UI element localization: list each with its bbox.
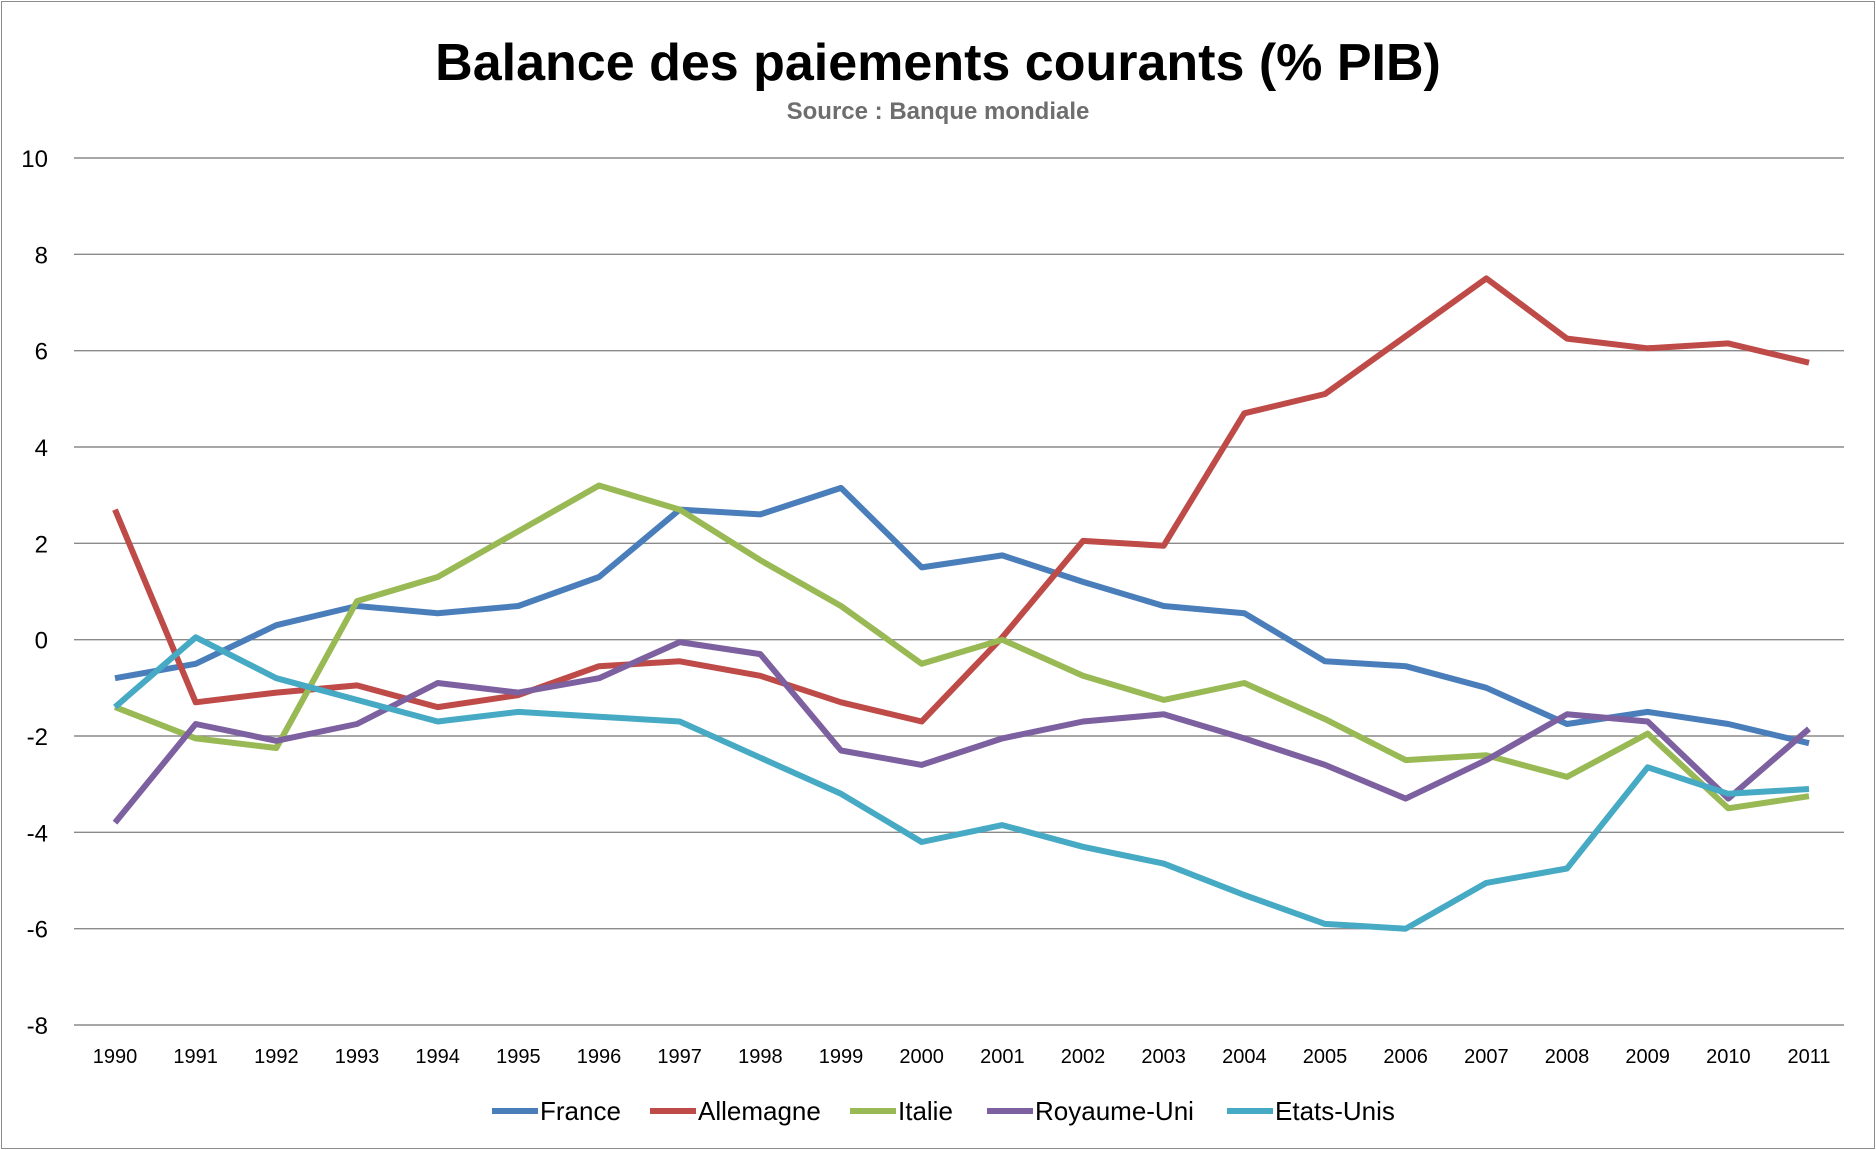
y-tick-label: 4 — [35, 435, 48, 462]
legend-label: Etats-Unis — [1275, 1096, 1395, 1126]
x-tick-label: 2009 — [1625, 1046, 1670, 1068]
gridlines — [74, 157, 1844, 1026]
x-tick-label: 2002 — [1061, 1046, 1106, 1068]
y-tick-label: -8 — [27, 1013, 48, 1040]
legend-label: France — [540, 1096, 621, 1126]
legend-label: Allemagne — [698, 1096, 821, 1126]
series-line-allemagne — [112, 275, 1810, 725]
x-tick-label: 2007 — [1464, 1046, 1509, 1068]
y-tick-label: 0 — [35, 628, 48, 655]
series-line-france — [114, 484, 1810, 747]
x-tick-label: 2003 — [1141, 1046, 1186, 1068]
y-tick-label: 2 — [35, 531, 48, 558]
x-tick-label: 1993 — [335, 1046, 380, 1068]
y-axis-tick-labels: 10 8 6 4 2 0 -2 -4 -6 -8 — [21, 146, 48, 1040]
x-tick-label: 1992 — [254, 1046, 299, 1068]
x-tick-label: 1998 — [738, 1046, 783, 1068]
y-tick-label: 10 — [21, 146, 48, 173]
y-tick-label: -6 — [27, 917, 48, 944]
x-tick-label: 2006 — [1383, 1046, 1428, 1068]
legend: France Allemagne Italie Royaume-Uni Etats-Un… — [492, 1096, 1395, 1126]
series-line-etats-unis — [113, 634, 1810, 932]
x-tick-label: 1999 — [819, 1046, 864, 1068]
series-line-italie — [113, 482, 1810, 812]
x-tick-label: 1996 — [577, 1046, 622, 1068]
x-tick-label: 1991 — [173, 1046, 218, 1068]
x-tick-label: 2010 — [1706, 1046, 1751, 1068]
x-axis-tick-labels: 1990 1991 1992 1993 1994 1995 1996 1997 1998 1999… — [93, 1046, 1831, 1068]
x-tick-label: 2001 — [980, 1046, 1025, 1068]
x-tick-label: 2008 — [1545, 1046, 1590, 1068]
series-lines — [112, 275, 1811, 932]
y-tick-label: -4 — [27, 820, 48, 847]
chart-title: Balance des paiements courants (% PIB) — [435, 34, 1441, 92]
x-tick-label: 1990 — [93, 1046, 138, 1068]
x-tick-label: 1994 — [415, 1046, 460, 1068]
y-tick-label: -2 — [27, 724, 48, 751]
x-tick-label: 2000 — [899, 1046, 944, 1068]
y-tick-label: 8 — [35, 242, 48, 269]
legend-label: Royaume-Uni — [1035, 1096, 1194, 1126]
x-tick-label: 2005 — [1303, 1046, 1348, 1068]
x-tick-label: 1995 — [496, 1046, 541, 1068]
y-tick-label: 6 — [35, 339, 48, 366]
x-tick-label: 2004 — [1222, 1046, 1267, 1068]
x-tick-label: 1997 — [657, 1046, 702, 1068]
chart-subtitle: Source : Banque mondiale — [787, 98, 1090, 125]
legend-label: Italie — [898, 1096, 953, 1126]
series-line-royaume-uni — [112, 639, 1811, 825]
x-tick-label: 2011 — [1787, 1046, 1830, 1068]
